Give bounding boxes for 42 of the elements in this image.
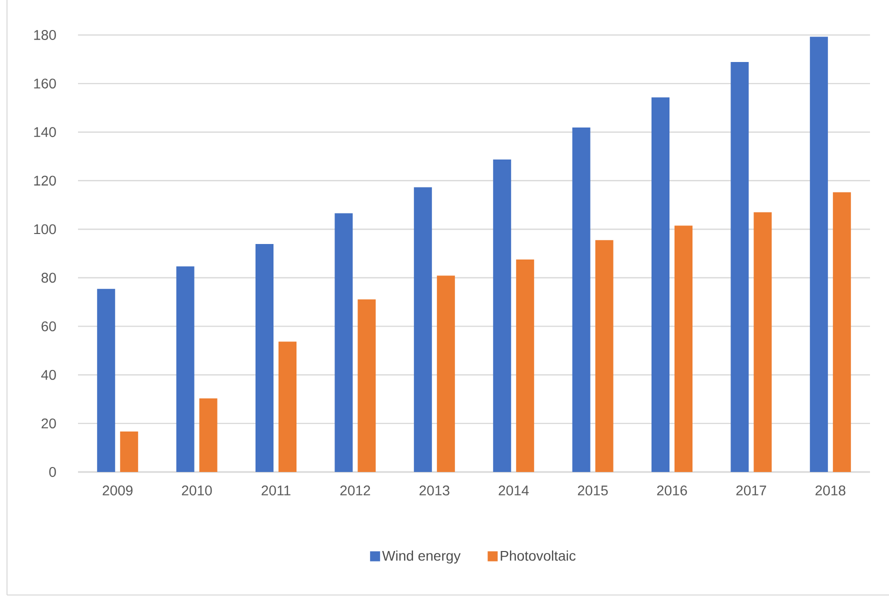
x-tick-label: 2010 (182, 486, 212, 496)
bar (572, 127, 590, 472)
x-tick-label: 2009 (102, 486, 133, 496)
x-tick-label: 2014 (498, 486, 529, 496)
bar (358, 299, 376, 472)
bar (832, 192, 851, 472)
x-tick-label: 2012 (340, 486, 370, 496)
bar (278, 342, 297, 472)
bar (199, 398, 218, 472)
y-tick-label: 80 (42, 272, 56, 283)
bar (176, 266, 194, 472)
bar (493, 160, 512, 472)
x-tick-label: 2018 (816, 486, 846, 496)
y-tick-label: 20 (42, 418, 56, 428)
y-tick-label: 160 (34, 78, 56, 89)
bar (334, 213, 353, 472)
y-tick-label: 60 (42, 321, 56, 332)
y-tick-label: 180 (34, 30, 56, 40)
bar (652, 97, 670, 472)
y-tick-label: 100 (34, 224, 56, 234)
bar (595, 240, 614, 472)
bar (516, 260, 534, 472)
x-tick-label: 2017 (736, 486, 766, 496)
bar (730, 62, 749, 472)
y-tick-label: 140 (34, 127, 56, 138)
y-tick-label: 120 (34, 176, 56, 186)
bar (120, 431, 138, 472)
x-tick-label: 2013 (420, 486, 450, 496)
y-tick-label: 0 (49, 467, 56, 477)
bar (97, 288, 116, 472)
bar (810, 36, 828, 472)
bar (256, 244, 274, 472)
bar (436, 276, 455, 472)
bar (414, 187, 432, 472)
legend-label: Wind energy (382, 550, 461, 564)
x-tick-label: 2016 (657, 486, 687, 496)
x-tick-label: 2015 (578, 486, 608, 496)
bar (674, 226, 693, 472)
y-tick-label: 40 (41, 370, 56, 380)
x-tick-label: 2011 (262, 486, 290, 496)
legend-label: Photovoltaic (500, 550, 576, 561)
bar (754, 212, 772, 472)
